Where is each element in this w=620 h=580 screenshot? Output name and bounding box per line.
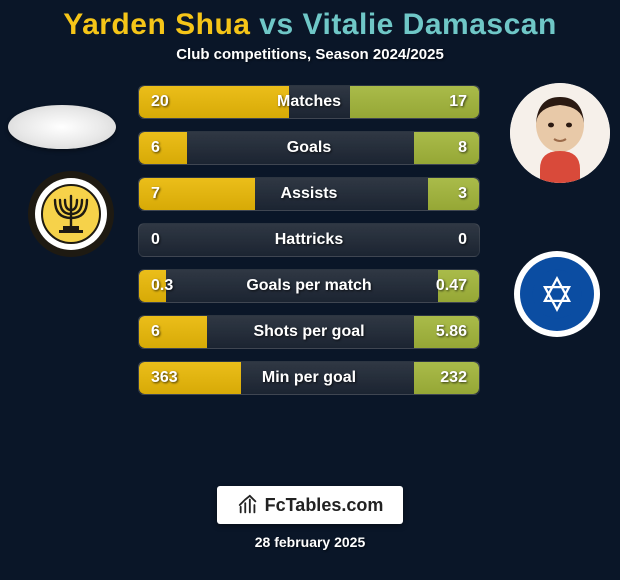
player1-name: Yarden Shua [63,8,250,41]
brand-text: FcTables.com [265,495,384,516]
brand-badge[interactable]: FcTables.com [217,486,404,524]
chart-icon [237,494,259,516]
vs-separator: vs [259,8,293,41]
stat-row: 0.3 Goals per match 0.47 [138,269,480,303]
stat-label: Goals [287,139,331,157]
stat-label: Assists [281,185,338,203]
subtitle: Club competitions, Season 2024/2025 [176,46,444,63]
stat-value-right: 3 [427,185,467,203]
stat-value-left: 0 [151,231,191,249]
stat-value-right: 0.47 [427,277,467,295]
stat-label: Matches [277,93,341,111]
player2-avatar [510,83,610,183]
stat-value-right: 17 [427,93,467,111]
footer: FcTables.com 28 february 2025 [0,486,620,550]
stat-value-right: 8 [427,139,467,157]
date-text: 28 february 2025 [255,534,366,550]
stat-rows: 20 Matches 17 6 Goals 8 7 Assists 3 0 Hattricks 0 0.… [138,85,480,407]
comparison-card: Yarden Shua vs Vitalie Damascan Club com… [0,0,620,580]
star-icon [531,268,583,320]
stat-value-left: 6 [151,323,191,341]
stat-value-right: 232 [427,369,467,387]
stat-value-left: 363 [151,369,191,387]
player1-club-badge [28,171,114,257]
stat-value-left: 6 [151,139,191,157]
stat-row: 0 Hattricks 0 [138,223,480,257]
stat-value-left: 7 [151,185,191,203]
stat-row: 363 Min per goal 232 [138,361,480,395]
stat-row: 6 Goals 8 [138,131,480,165]
page-title: Yarden Shua vs Vitalie Damascan [63,8,557,42]
stat-row: 20 Matches 17 [138,85,480,119]
menorah-icon [41,184,101,244]
stat-value-right: 5.86 [427,323,467,341]
stat-value-right: 0 [427,231,467,249]
player2-name: Vitalie Damascan [303,8,557,41]
stat-label: Shots per goal [253,323,364,341]
stat-label: Goals per match [246,277,371,295]
player1-avatar [8,105,116,149]
stat-label: Hattricks [275,231,343,249]
stat-row: 7 Assists 3 [138,177,480,211]
stat-row: 6 Shots per goal 5.86 [138,315,480,349]
stat-value-left: 0.3 [151,277,191,295]
face-icon [510,83,610,183]
stat-label: Min per goal [262,369,356,387]
player2-club-badge [514,251,600,337]
stat-value-left: 20 [151,93,191,111]
